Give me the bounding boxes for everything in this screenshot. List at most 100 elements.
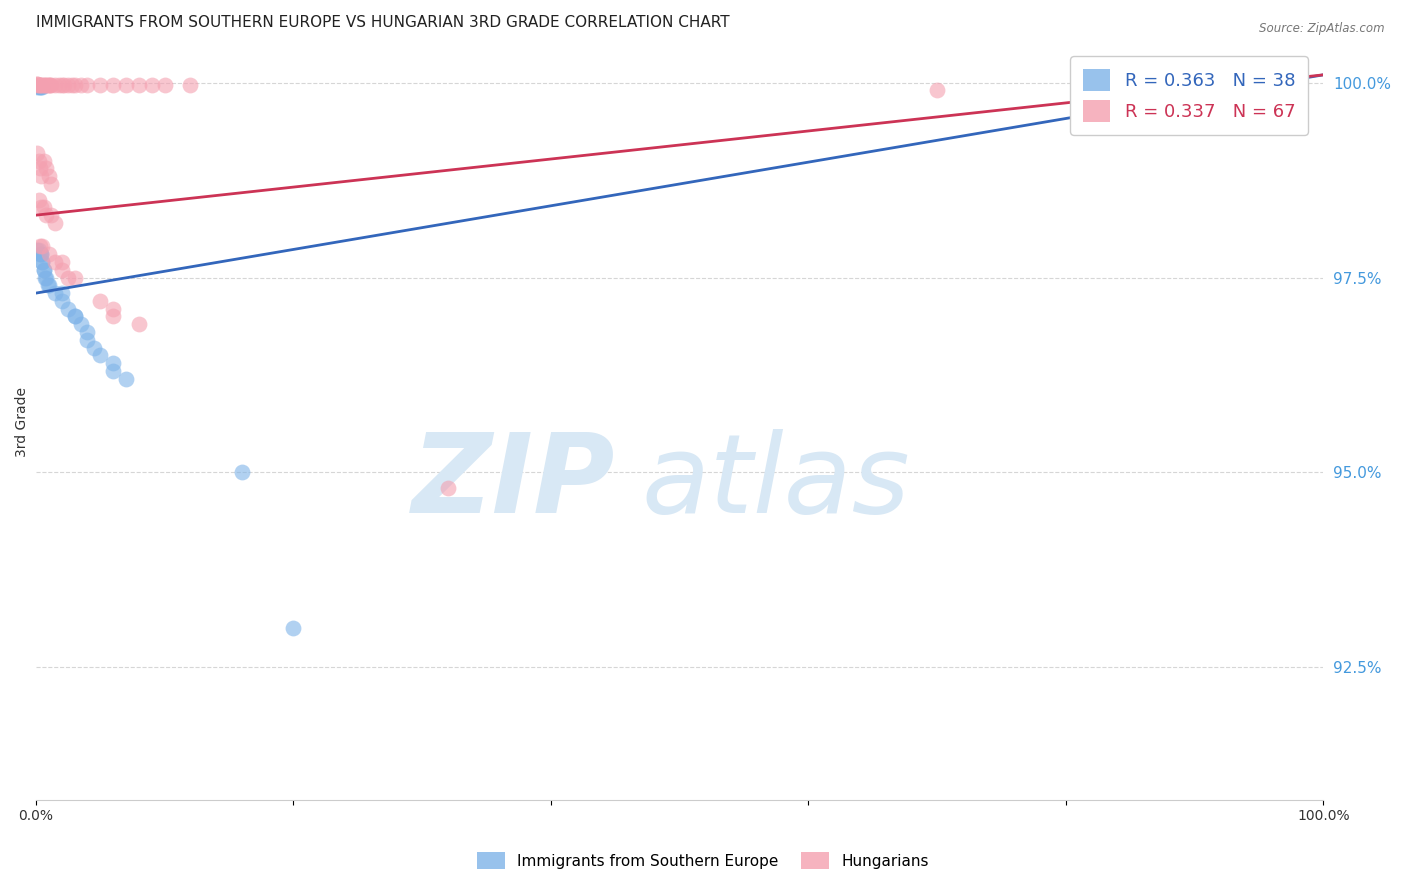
Point bbox=[27, 244, 49, 258]
Point bbox=[25, 77, 48, 91]
Y-axis label: 3rd Grade: 3rd Grade bbox=[15, 387, 30, 457]
Point bbox=[60, 78, 83, 92]
Point bbox=[48, 78, 70, 92]
Text: ZIP: ZIP bbox=[412, 429, 616, 536]
Point bbox=[28, 79, 51, 94]
Point bbox=[38, 278, 60, 293]
Point bbox=[63, 78, 86, 92]
Point bbox=[283, 621, 305, 635]
Point bbox=[31, 255, 53, 269]
Point bbox=[32, 262, 55, 277]
Point bbox=[1184, 91, 1206, 105]
Point bbox=[28, 161, 51, 176]
Point bbox=[41, 208, 63, 222]
Point bbox=[28, 78, 51, 92]
Point bbox=[1247, 83, 1270, 97]
Point bbox=[30, 79, 52, 94]
Point bbox=[27, 78, 49, 92]
Point bbox=[30, 247, 52, 261]
Point bbox=[37, 78, 59, 92]
Point bbox=[25, 79, 48, 94]
Point bbox=[56, 270, 79, 285]
Point bbox=[89, 78, 111, 92]
Point bbox=[63, 310, 86, 324]
Point bbox=[103, 364, 125, 378]
Point bbox=[39, 78, 62, 92]
Point bbox=[41, 177, 63, 191]
Point bbox=[1234, 79, 1257, 94]
Point bbox=[51, 286, 73, 301]
Point bbox=[83, 341, 105, 355]
Point bbox=[28, 247, 51, 261]
Text: IMMIGRANTS FROM SOUTHERN EUROPE VS HUNGARIAN 3RD GRADE CORRELATION CHART: IMMIGRANTS FROM SOUTHERN EUROPE VS HUNGA… bbox=[37, 15, 730, 30]
Point bbox=[51, 262, 73, 277]
Point bbox=[437, 481, 460, 495]
Point bbox=[44, 255, 66, 269]
Point bbox=[103, 310, 125, 324]
Point bbox=[37, 278, 59, 293]
Point bbox=[38, 247, 60, 261]
Point bbox=[30, 78, 52, 92]
Point bbox=[41, 78, 63, 92]
Point bbox=[44, 286, 66, 301]
Point bbox=[32, 262, 55, 277]
Point bbox=[70, 318, 93, 332]
Point bbox=[31, 239, 53, 253]
Point bbox=[27, 79, 49, 94]
Point bbox=[35, 208, 58, 222]
Point bbox=[44, 216, 66, 230]
Point bbox=[51, 78, 73, 92]
Point bbox=[89, 293, 111, 308]
Point bbox=[31, 78, 53, 92]
Point bbox=[231, 466, 253, 480]
Point bbox=[115, 372, 138, 386]
Point bbox=[141, 78, 163, 92]
Point bbox=[53, 78, 76, 92]
Point bbox=[76, 78, 98, 92]
Point bbox=[38, 78, 60, 92]
Text: atlas: atlas bbox=[641, 429, 910, 536]
Point bbox=[35, 78, 58, 92]
Point bbox=[1197, 79, 1219, 94]
Point bbox=[30, 247, 52, 261]
Point bbox=[51, 293, 73, 308]
Point bbox=[63, 270, 86, 285]
Point bbox=[25, 77, 48, 91]
Point bbox=[103, 78, 125, 92]
Point bbox=[1247, 79, 1270, 94]
Point bbox=[25, 78, 48, 92]
Point bbox=[89, 348, 111, 362]
Point bbox=[30, 200, 52, 214]
Point bbox=[128, 78, 150, 92]
Point bbox=[179, 78, 201, 92]
Point bbox=[25, 145, 48, 160]
Text: Source: ZipAtlas.com: Source: ZipAtlas.com bbox=[1260, 22, 1385, 36]
Point bbox=[34, 78, 56, 92]
Point bbox=[115, 78, 138, 92]
Legend: Immigrants from Southern Europe, Hungarians: Immigrants from Southern Europe, Hungari… bbox=[471, 846, 935, 875]
Point bbox=[63, 310, 86, 324]
Point bbox=[103, 301, 125, 316]
Point bbox=[1157, 83, 1180, 97]
Point bbox=[31, 255, 53, 269]
Point bbox=[32, 153, 55, 168]
Point bbox=[1080, 83, 1102, 97]
Point bbox=[103, 356, 125, 370]
Point bbox=[51, 255, 73, 269]
Point bbox=[35, 161, 58, 176]
Point bbox=[76, 325, 98, 339]
Point bbox=[56, 301, 79, 316]
Point bbox=[128, 318, 150, 332]
Point bbox=[44, 78, 66, 92]
Point bbox=[25, 244, 48, 258]
Point bbox=[31, 79, 53, 94]
Point bbox=[27, 193, 49, 207]
Point bbox=[35, 270, 58, 285]
Point bbox=[76, 333, 98, 347]
Point bbox=[27, 153, 49, 168]
Point bbox=[28, 239, 51, 253]
Point bbox=[925, 83, 948, 97]
Point bbox=[32, 78, 55, 92]
Point bbox=[38, 169, 60, 184]
Point bbox=[56, 78, 79, 92]
